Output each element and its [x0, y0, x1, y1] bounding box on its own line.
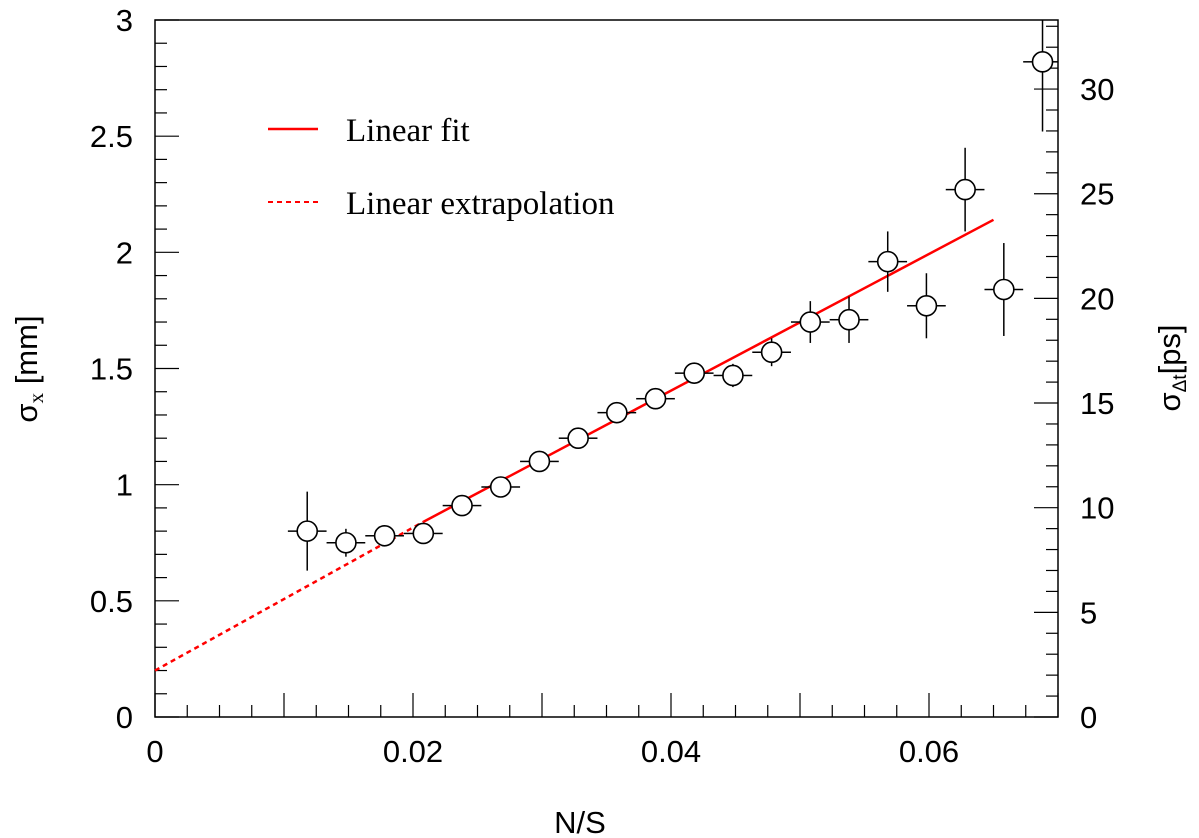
y-tick-label: 2.5 [90, 119, 133, 154]
data-point-marker [993, 278, 1015, 301]
y-tick-label: 0.5 [90, 584, 133, 619]
data-point-marker [567, 427, 589, 450]
extrapolation-line [154, 520, 424, 672]
data-point-marker [644, 387, 667, 410]
data-point [945, 147, 985, 232]
y2-axis-title: σΔt[ps] [1152, 324, 1191, 411]
y-axis-title-sub: x [24, 392, 48, 403]
data-point-marker [1031, 51, 1054, 73]
data-point-marker [335, 531, 357, 554]
data-point-marker [954, 178, 976, 201]
y2-tick-label: 0 [1080, 700, 1097, 735]
y-axis-title: σx [mm] [9, 315, 48, 422]
data-point [984, 243, 1024, 336]
x-tick-label: 0.02 [383, 734, 443, 769]
legend-fit-label: Linear fit [346, 113, 470, 149]
data-point-marker [296, 520, 319, 542]
data-point-marker [412, 522, 435, 545]
data-point [674, 362, 714, 384]
axis-ticks [154, 19, 1059, 718]
data-point-marker [799, 311, 822, 333]
data-point [907, 273, 946, 339]
data-point [442, 494, 482, 517]
y2-tick-label: 25 [1080, 177, 1114, 212]
data-point-marker [373, 524, 396, 547]
x-tick-label: 0 [146, 734, 163, 769]
data-point-marker [683, 362, 706, 384]
data-points [287, 20, 1058, 571]
data-point [287, 491, 327, 571]
data-point [1023, 20, 1058, 132]
data-point [481, 476, 521, 498]
data-point-marker [451, 494, 473, 517]
y-tick-label: 0 [116, 700, 133, 735]
x-tick-label: 0.06 [899, 734, 959, 769]
data-point-marker [915, 294, 938, 317]
y2-axis-title-unit: [ps] [1152, 324, 1187, 374]
data-point-marker [722, 364, 744, 387]
y2-tick-label: 15 [1080, 386, 1114, 421]
data-point [403, 522, 443, 545]
plot-frame [154, 19, 1059, 718]
y-axis-title-base: σ [9, 403, 44, 422]
data-point-marker [760, 341, 783, 364]
y-tick-label: 3 [116, 3, 133, 38]
data-point-marker [606, 401, 628, 424]
y2-tick-label: 20 [1080, 281, 1114, 316]
data-point-marker [876, 250, 899, 273]
legend-extrapolation-label: Linear extrapolation [346, 186, 614, 222]
data-point-marker [528, 450, 551, 473]
data-point [868, 231, 908, 292]
data-point [326, 528, 366, 557]
y-tick-label: 1.5 [90, 352, 133, 387]
data-point [752, 338, 791, 367]
data-point-marker [489, 476, 512, 498]
y2-tick-label: 30 [1080, 72, 1114, 107]
fit-lines [154, 218, 995, 672]
y-tick-label: 2 [116, 235, 133, 270]
data-point-marker [838, 308, 860, 331]
data-point [790, 301, 830, 343]
data-point [713, 363, 753, 388]
x-axis-title: N/S [554, 805, 606, 838]
y2-tick-label: 5 [1080, 595, 1097, 630]
y-tick-label: 1 [116, 468, 133, 503]
y2-tick-label: 10 [1080, 491, 1114, 526]
y2-axis-title-sub: Δt [1170, 374, 1191, 393]
fit-line [422, 218, 995, 523]
data-point [597, 401, 637, 424]
data-point [829, 296, 869, 343]
plot-area-border [154, 19, 1059, 718]
y-axis-title-unit: [mm] [9, 315, 44, 393]
data-point [520, 450, 559, 473]
legend: Linear fit Linear extrapolation [268, 113, 614, 222]
data-point [365, 524, 404, 547]
x-tick-label: 0.04 [641, 734, 701, 769]
data-point [636, 387, 675, 410]
y2-axis-title-base: σ [1152, 392, 1187, 411]
data-point [558, 427, 598, 450]
